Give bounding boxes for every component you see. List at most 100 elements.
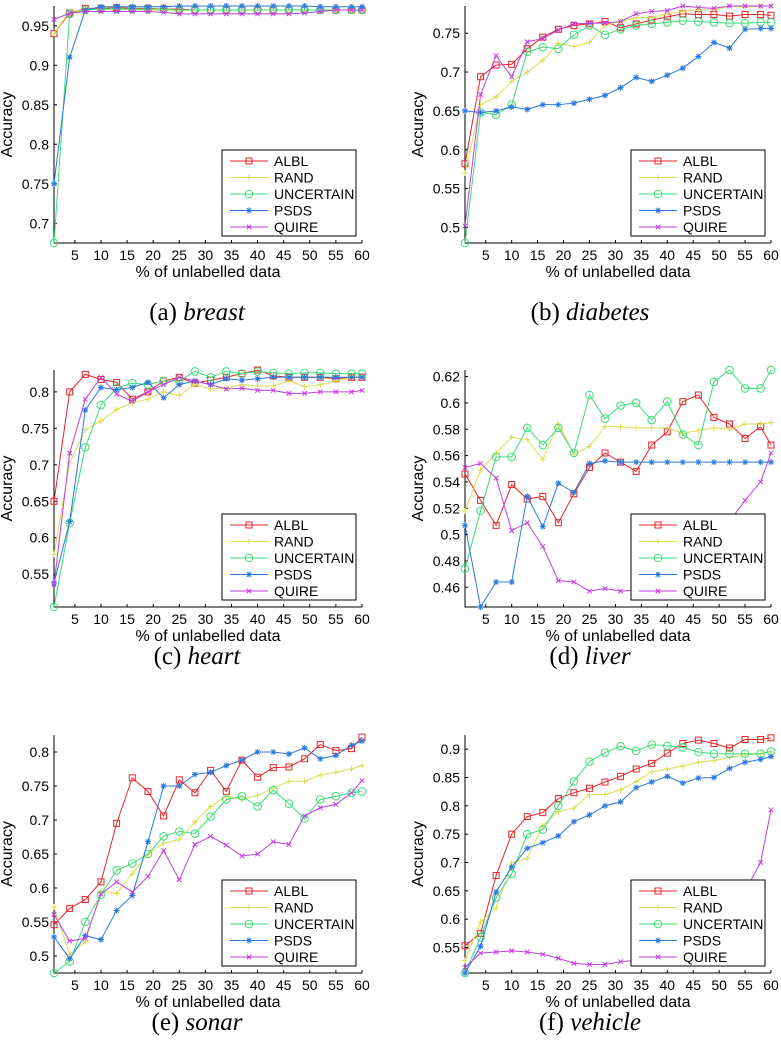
- data-point: [144, 787, 152, 795]
- data-point: [767, 734, 775, 742]
- data-point: [269, 764, 277, 772]
- x-tick-label: 20: [556, 977, 572, 993]
- data-point: [633, 424, 640, 431]
- legend-label-albl: ALBL: [274, 883, 308, 899]
- data-point: [742, 459, 749, 466]
- data-point: [207, 3, 214, 9]
- series-line-uncertain: [464, 20, 771, 244]
- chart-panel-sonar: 5 10 15 20 25 30 35 40 45 50 55 60 0.5 0.55 0.6 0.65 0.7…: [0, 733, 370, 1036]
- data-point: [462, 507, 468, 514]
- data-point: [679, 8, 686, 15]
- y-tick-label: 0.7: [30, 215, 50, 231]
- data-point: [175, 776, 183, 784]
- data-point: [317, 374, 324, 381]
- data-point: [508, 60, 516, 68]
- data-point: [129, 398, 135, 404]
- legend-marker: [245, 157, 253, 165]
- legend-label-rand: RAND: [683, 170, 723, 186]
- legend-label-quire: QUIRE: [274, 219, 318, 235]
- y-axis-label: Accuracy: [0, 456, 16, 522]
- caption-dataset-name: breast: [183, 299, 246, 326]
- series-line-uncertain: [464, 369, 772, 569]
- subfigure-caption: (a) breast: [149, 299, 246, 326]
- data-point: [191, 771, 198, 778]
- data-point: [113, 406, 120, 413]
- data-point: [254, 366, 262, 374]
- data-point: [555, 101, 562, 108]
- data-point: [51, 30, 57, 37]
- data-point: [768, 459, 774, 466]
- data-point: [223, 3, 230, 9]
- data-point: [285, 778, 292, 785]
- x-tick-label: 20: [145, 977, 161, 993]
- data-point: [114, 8, 120, 15]
- data-point: [768, 807, 774, 813]
- data-point: [633, 784, 640, 791]
- series-psds: [462, 753, 774, 976]
- series-uncertain: [460, 740, 776, 978]
- data-point: [66, 459, 73, 466]
- data-point: [160, 783, 167, 789]
- data-point: [82, 407, 89, 414]
- data-point: [97, 936, 104, 943]
- data-point: [129, 892, 136, 899]
- data-point: [270, 839, 276, 845]
- data-point: [679, 780, 686, 787]
- data-point: [270, 3, 277, 9]
- data-point: [223, 375, 230, 382]
- data-point: [493, 53, 499, 59]
- data-point: [460, 968, 470, 978]
- x-tick-label: 15: [119, 611, 135, 627]
- data-point: [477, 460, 484, 467]
- x-tick-label: 5: [482, 247, 490, 263]
- data-point: [301, 374, 308, 381]
- y-tick-label: 0.55: [433, 940, 460, 956]
- data-point: [493, 107, 500, 114]
- data-point: [602, 92, 609, 99]
- legend-label-albl: ALBL: [274, 517, 308, 533]
- data-point: [317, 755, 324, 762]
- x-tick-label: 40: [250, 247, 266, 263]
- data-point: [571, 960, 577, 966]
- y-tick-label: 0.6: [30, 530, 50, 546]
- data-point: [664, 766, 671, 772]
- data-point: [508, 104, 515, 111]
- legend-label-uncertain: UNCERTAIN: [274, 916, 354, 932]
- data-point: [570, 100, 577, 107]
- data-point: [460, 238, 470, 248]
- legend-marker: [246, 207, 252, 214]
- data-point: [709, 377, 719, 387]
- data-point: [742, 420, 749, 427]
- legend-marker: [654, 887, 662, 895]
- data-point: [301, 390, 308, 396]
- data-point: [51, 933, 57, 940]
- y-tick-label: 0.9: [441, 741, 461, 757]
- x-tick-label: 35: [224, 247, 240, 263]
- data-point: [208, 11, 214, 17]
- data-point: [238, 757, 245, 764]
- data-point: [477, 467, 484, 474]
- data-point: [96, 890, 106, 900]
- x-tick-label: 5: [71, 611, 79, 627]
- data-point: [602, 423, 609, 430]
- data-point: [66, 54, 73, 61]
- data-point: [254, 383, 261, 390]
- x-tick-label: 50: [302, 611, 318, 627]
- legend-label-rand: RAND: [274, 900, 314, 916]
- data-point: [768, 25, 774, 32]
- x-tick-label: 25: [582, 977, 598, 993]
- data-point: [160, 812, 168, 820]
- data-point: [270, 383, 277, 390]
- series-uncertain: [460, 16, 776, 248]
- data-point: [348, 766, 355, 772]
- data-point: [758, 479, 764, 485]
- data-point: [601, 449, 609, 457]
- legend-label-uncertain: UNCERTAIN: [274, 186, 354, 202]
- x-axis-label: % of unlabelled data: [546, 264, 691, 281]
- data-point: [270, 11, 276, 17]
- x-tick-label: 55: [328, 977, 344, 993]
- data-point: [508, 78, 515, 85]
- data-point: [631, 398, 641, 408]
- data-point: [223, 842, 229, 848]
- data-point: [617, 959, 624, 965]
